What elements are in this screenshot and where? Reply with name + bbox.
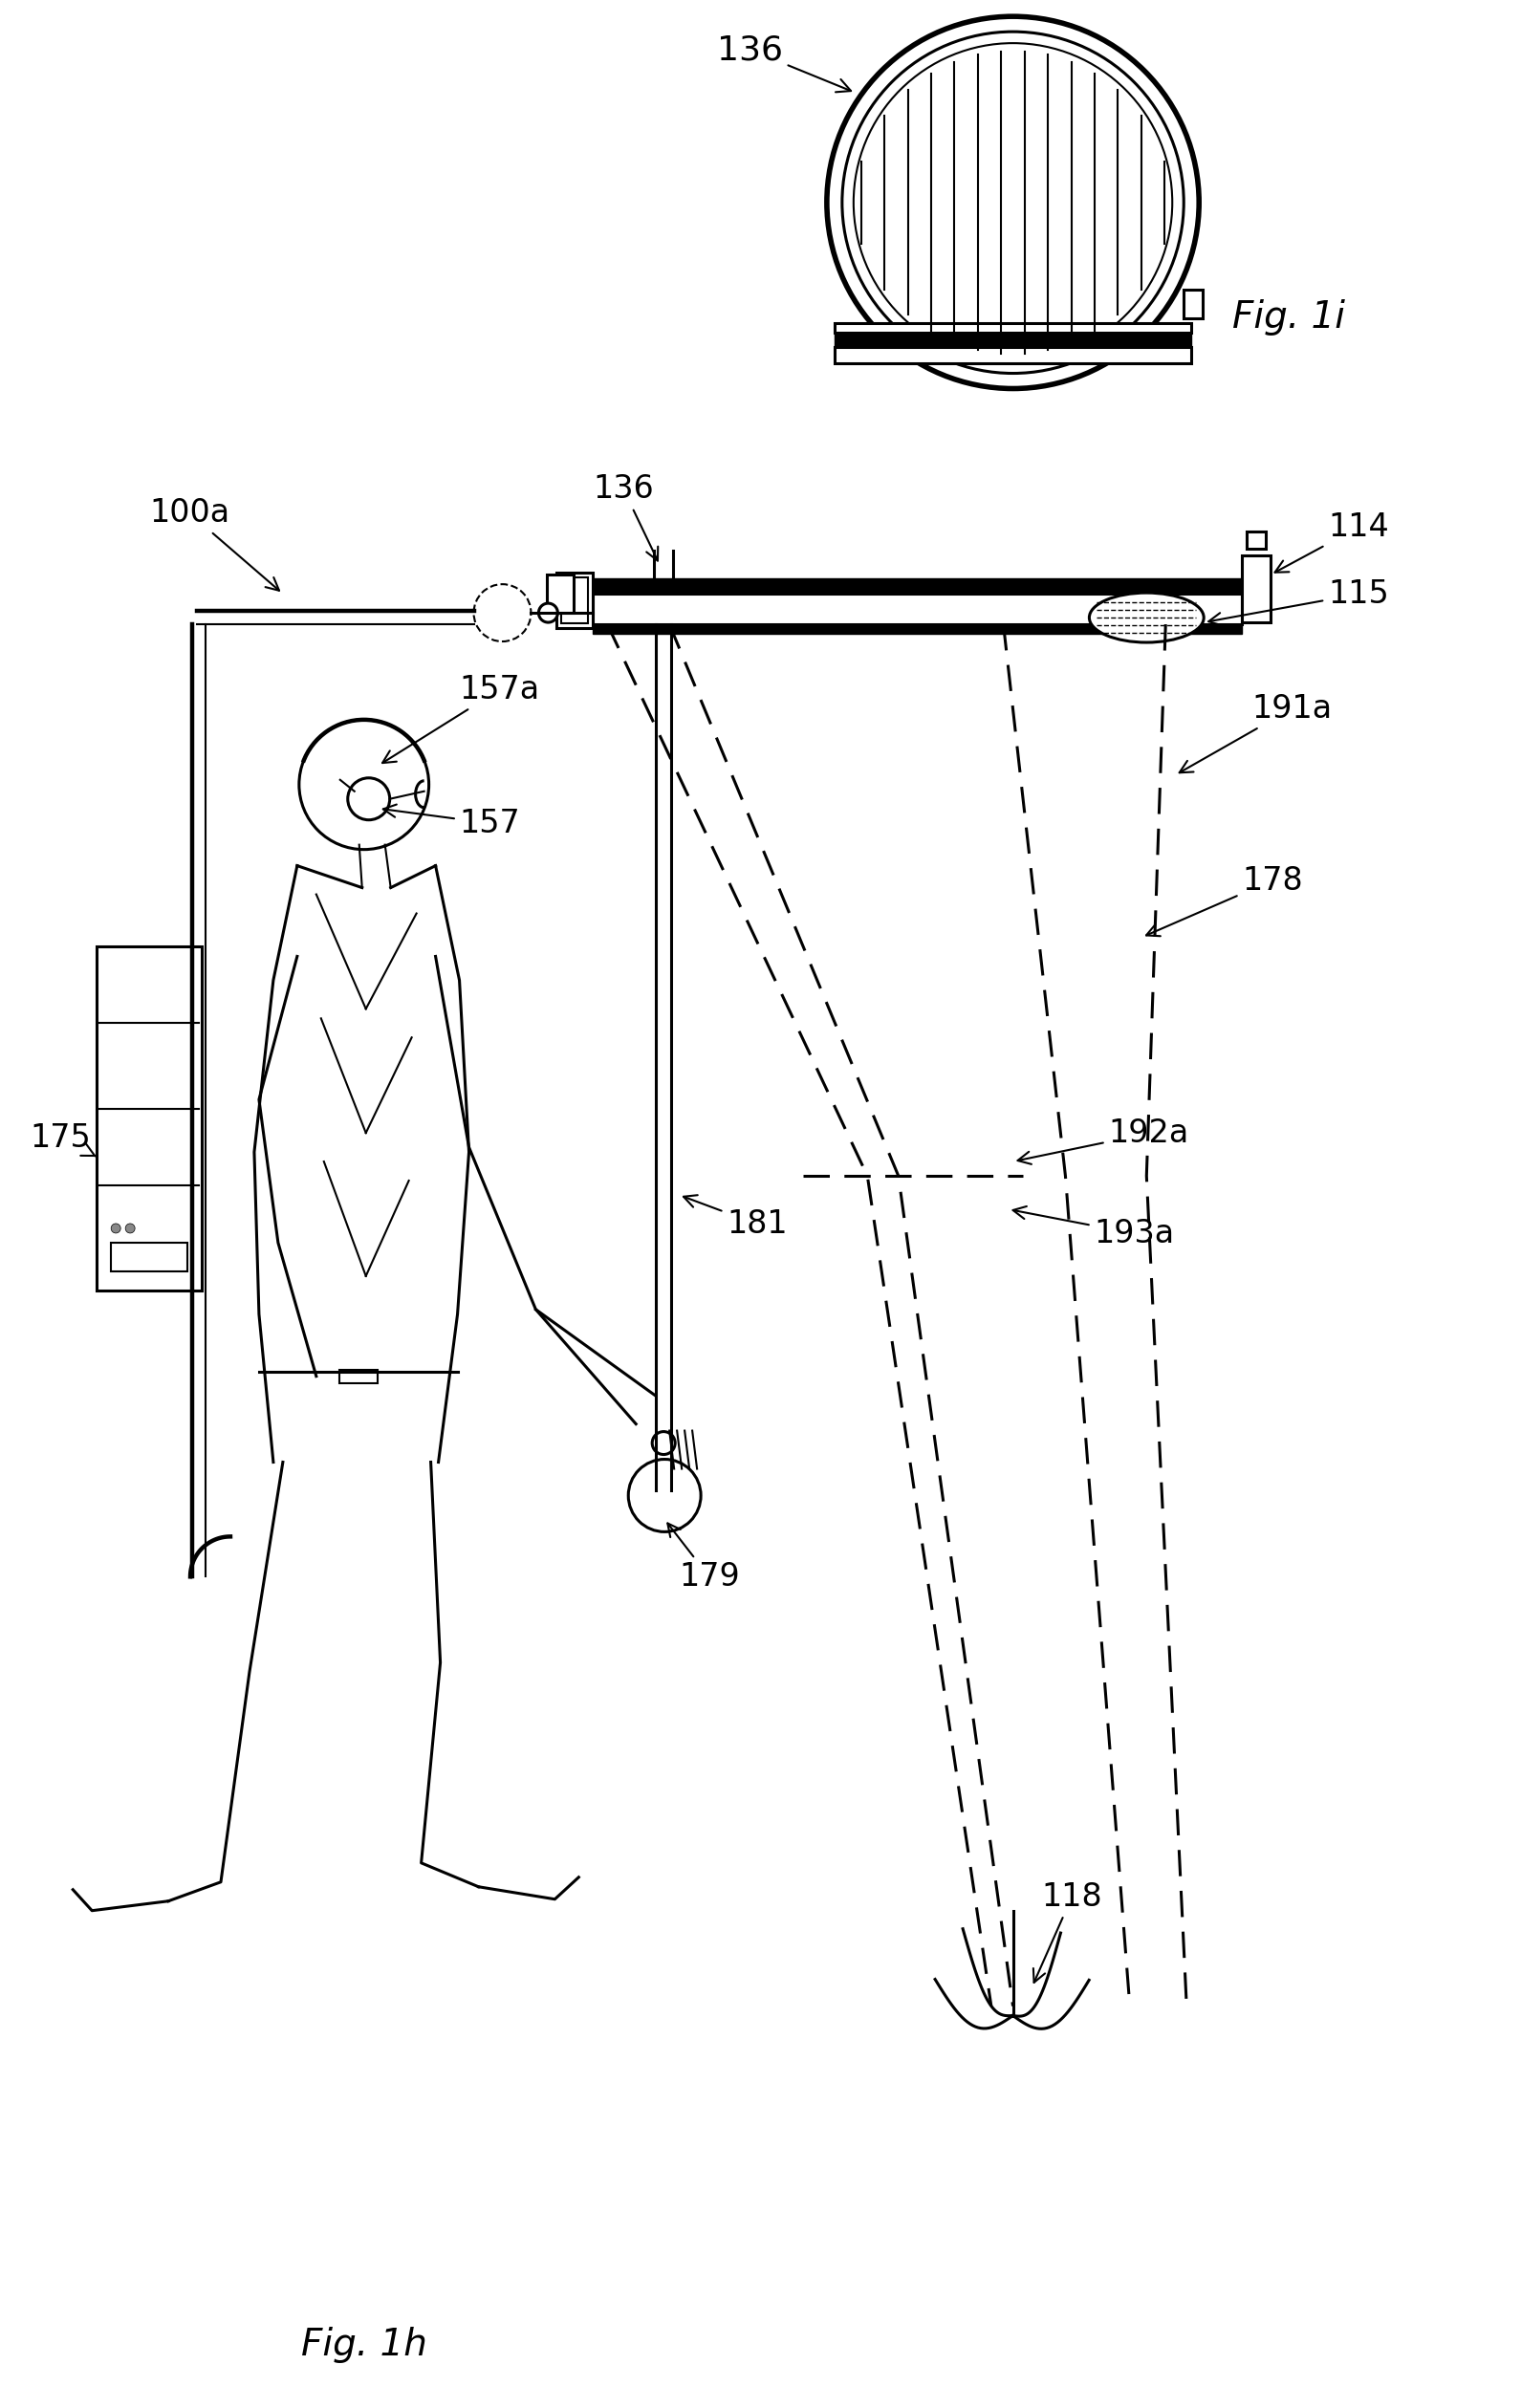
Circle shape [538, 604, 558, 621]
Bar [1183, 289, 1203, 318]
Text: Fig. 1i: Fig. 1i [1232, 299, 1345, 335]
Text: 118: 118 [1033, 1881, 1103, 1982]
Bar [1243, 556, 1270, 621]
Text: 136: 136 [716, 34, 850, 92]
Text: Fig. 1h: Fig. 1h [301, 2326, 427, 2362]
Circle shape [125, 1223, 135, 1233]
Bar [1247, 532, 1265, 549]
Text: 157: 157 [383, 804, 520, 838]
Text: 115: 115 [1209, 578, 1389, 626]
Ellipse shape [1089, 592, 1203, 643]
Text: 175: 175 [30, 1122, 96, 1156]
Bar [97, 946, 202, 1291]
Bar [111, 1243, 187, 1271]
Bar [835, 332, 1191, 347]
Bar [557, 573, 593, 628]
Bar [561, 578, 589, 624]
Text: 192a: 192a [1018, 1117, 1189, 1163]
Circle shape [628, 1459, 701, 1531]
Text: 181: 181 [683, 1194, 788, 1240]
Circle shape [653, 1433, 675, 1454]
Bar [548, 576, 573, 612]
Bar [593, 595, 1243, 624]
Text: 178: 178 [1147, 864, 1303, 937]
Text: 157a: 157a [382, 674, 540, 763]
Bar [835, 347, 1191, 364]
Bar [593, 624, 1243, 633]
Text: 100a: 100a [149, 498, 280, 590]
Bar [339, 1370, 377, 1382]
Text: 179: 179 [668, 1524, 739, 1592]
Text: 193a: 193a [1013, 1206, 1174, 1250]
Text: 191a: 191a [1179, 694, 1332, 773]
Circle shape [111, 1223, 120, 1233]
Text: 136: 136 [593, 474, 659, 561]
Bar [593, 578, 1243, 592]
Bar [835, 323, 1191, 332]
Text: 114: 114 [1275, 510, 1389, 573]
